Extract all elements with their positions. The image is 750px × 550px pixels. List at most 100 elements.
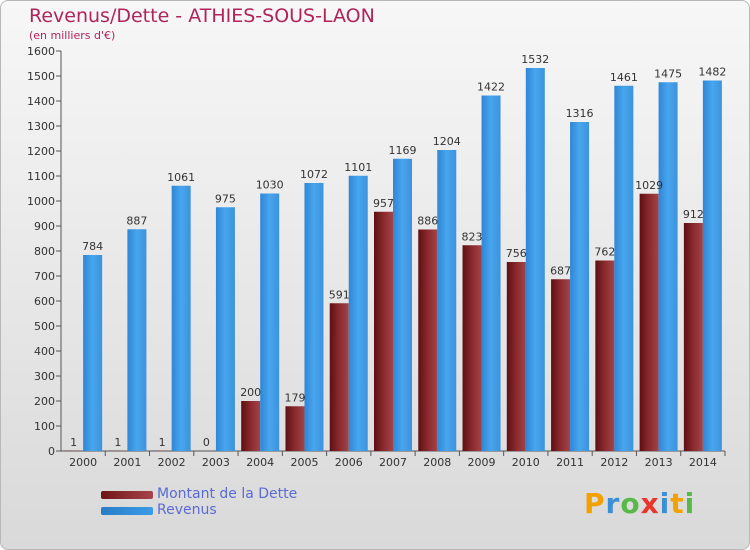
- data-label-dette: 591: [329, 288, 350, 301]
- x-tick-label: 2008: [423, 456, 451, 469]
- bar-revenus: [304, 183, 324, 451]
- x-tick-label: 2009: [468, 456, 496, 469]
- bar-dette: [506, 262, 526, 451]
- data-label-revenus: 1061: [167, 171, 195, 184]
- y-tick-label: 200: [34, 395, 55, 408]
- bar-revenus: [393, 158, 412, 451]
- x-tick-label: 2000: [69, 456, 97, 469]
- x-tick-label: 2001: [113, 456, 141, 469]
- y-tick-label: 1500: [27, 70, 55, 83]
- y-tick-label: 100: [34, 420, 55, 433]
- bar-revenus: [83, 255, 103, 451]
- data-label-revenus: 1532: [521, 53, 549, 66]
- logo-letter: P: [584, 487, 606, 520]
- legend-swatch-dette: [101, 491, 153, 499]
- data-label-revenus: 1482: [698, 66, 726, 79]
- data-label-dette: 200: [240, 386, 261, 399]
- y-tick-label: 400: [34, 345, 55, 358]
- data-label-dette: 687: [550, 264, 571, 277]
- data-label-revenus: 1030: [256, 179, 284, 192]
- bar-revenus: [127, 229, 147, 451]
- bar-dette: [374, 211, 393, 451]
- data-label-dette: 823: [462, 230, 483, 243]
- legend-label-revenus: Revenus: [157, 502, 217, 518]
- y-tick-label: 0: [48, 445, 55, 458]
- logo-letter: t: [670, 487, 685, 520]
- data-label-dette: 756: [506, 247, 527, 260]
- logo-letter: x: [640, 487, 660, 520]
- x-tick-label: 2005: [290, 456, 318, 469]
- logo-letter: r: [605, 487, 621, 520]
- legend-label-dette: Montant de la Dette: [157, 486, 298, 502]
- data-label-revenus: 1101: [344, 161, 372, 174]
- x-tick-label: 2011: [556, 456, 584, 469]
- data-label-dette: 912: [683, 208, 704, 221]
- bar-dette: [551, 279, 571, 451]
- y-tick-label: 1100: [27, 170, 55, 183]
- y-tick-label: 1200: [27, 145, 55, 158]
- logo-letter: i: [684, 487, 696, 520]
- data-label-dette: 1: [114, 436, 121, 449]
- x-axis: 2000 2001 2002 2003 2004 2005 2006 2007 2008 2009…: [61, 450, 726, 469]
- bars: [64, 68, 722, 451]
- data-label-revenus: 1461: [610, 71, 638, 84]
- bar-dette: [285, 406, 305, 451]
- data-label-revenus: 1422: [477, 81, 505, 94]
- y-tick-label: 900: [34, 220, 55, 233]
- y-tick-label: 700: [34, 270, 55, 283]
- bar-revenus: [570, 122, 590, 451]
- x-tick-label: 2003: [202, 456, 230, 469]
- bar-revenus: [437, 150, 457, 451]
- y-tick-label: 600: [34, 295, 55, 308]
- chart-title: Revenus/Dette - ATHIES-SOUS-LAON: [29, 5, 375, 27]
- data-label-dette: 886: [417, 215, 438, 228]
- x-tick-label: 2013: [645, 456, 673, 469]
- bar-revenus: [348, 175, 368, 451]
- y-tick-label: 1300: [27, 120, 55, 133]
- data-label-revenus: 1169: [389, 144, 417, 157]
- logo-letter: o: [620, 487, 641, 520]
- bar-revenus: [481, 95, 501, 451]
- x-tick-label: 2004: [246, 456, 274, 469]
- bar-revenus: [260, 193, 280, 451]
- bar-dette: [639, 193, 659, 451]
- chart-subtitle: (en milliers d'€): [29, 29, 116, 42]
- bar-dette: [595, 260, 615, 451]
- bar-revenus: [614, 85, 634, 451]
- x-tick-label: 2002: [158, 456, 186, 469]
- data-label-revenus: 887: [126, 214, 147, 227]
- data-label-dette: 179: [284, 391, 305, 404]
- bar-revenus: [702, 80, 722, 451]
- data-label-dette: 957: [373, 197, 394, 210]
- y-tick-label: 500: [34, 320, 55, 333]
- y-axis: 0 100 200 300 400 500 600 700 800 900 1000 1100 1200…: [27, 45, 62, 458]
- data-label-revenus: 1072: [300, 168, 328, 181]
- data-label-dette: 762: [594, 246, 615, 259]
- bar-revenus: [658, 82, 678, 451]
- data-label-revenus: 784: [82, 240, 103, 253]
- y-tick-label: 1600: [27, 45, 55, 58]
- data-label-revenus: 1204: [433, 135, 461, 148]
- data-label-revenus: 1316: [566, 107, 594, 120]
- bar-dette: [329, 303, 349, 451]
- bar-dette: [683, 223, 703, 451]
- x-tick-label: 2010: [512, 456, 540, 469]
- y-tick-label: 800: [34, 245, 55, 258]
- x-tick-label: 2007: [379, 456, 407, 469]
- bar-dette: [418, 229, 438, 451]
- y-tick-label: 1000: [27, 195, 55, 208]
- x-tick-label: 2006: [335, 456, 363, 469]
- bar-dette: [241, 401, 261, 451]
- data-label-dette: 0: [203, 436, 210, 449]
- data-label-revenus: 1475: [654, 67, 682, 80]
- proxiti-logo: Proxiti: [584, 487, 695, 520]
- logo-letter: i: [659, 487, 671, 520]
- bar-revenus: [525, 68, 545, 451]
- bar-revenus: [215, 207, 235, 451]
- y-tick-label: 300: [34, 370, 55, 383]
- legend-swatch-revenus: [101, 507, 153, 515]
- data-label-dette: 1: [70, 436, 77, 449]
- x-tick-label: 2014: [689, 456, 717, 469]
